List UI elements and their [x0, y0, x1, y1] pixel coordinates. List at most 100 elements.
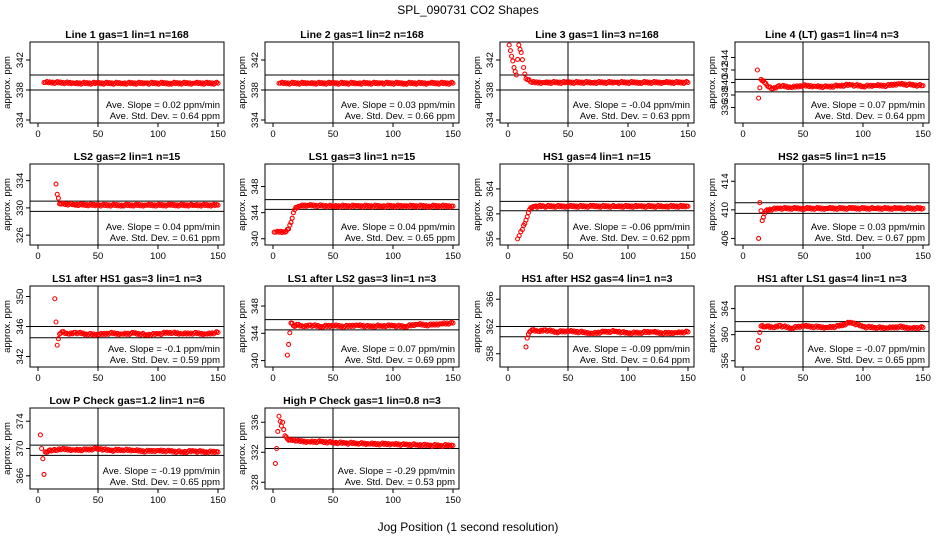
data-point	[756, 337, 762, 344]
y-axis-label: approx. ppm	[237, 178, 248, 231]
slope-annotation: Ave. Slope = -0.29 ppm/min	[338, 466, 455, 477]
data-point	[754, 345, 760, 351]
x-tick-label: 50	[93, 129, 104, 140]
y-tick-label: 338	[15, 82, 26, 98]
x-tick-label: 0	[35, 251, 40, 262]
y-tick-label: 340	[720, 75, 731, 91]
x-tick-label: 0	[270, 495, 275, 506]
y-axis-label: approx. ppm	[2, 422, 13, 475]
data-point	[516, 233, 522, 239]
panel-title: LS1 gas=3 lin=1 n=15	[309, 151, 416, 163]
slope-annotation: Ave. Slope = 0.04 ppm/min	[341, 222, 455, 233]
data-point	[280, 419, 286, 425]
plot-frame	[264, 285, 460, 368]
slope-annotation: Ave. Slope = -0.19 ppm/min	[103, 466, 220, 477]
data-point	[274, 445, 280, 452]
slope-annotation: Ave. Slope = 0.07 ppm/min	[341, 344, 455, 355]
x-tick-label: 100	[855, 251, 871, 262]
y-tick-label: 330	[15, 200, 26, 216]
slope-annotation: Ave. Slope = 0.03 ppm/min	[341, 100, 455, 111]
data-point	[215, 449, 221, 455]
y-tick-label: 336	[250, 414, 261, 430]
x-tick-label: 50	[563, 373, 574, 384]
panel-title: Line 4 (LT) gas=1 lin=4 n=3	[765, 29, 899, 41]
data-point	[288, 219, 294, 225]
chart-panel: LS1 after LS2 gas=3 lin=1 n=3 0 50 100 150 34…	[237, 273, 461, 384]
x-tick-label: 100	[620, 251, 636, 262]
data-point	[756, 95, 762, 101]
data-point	[515, 56, 521, 62]
data-point	[754, 67, 760, 73]
data-point	[39, 445, 45, 452]
data-point	[53, 181, 59, 187]
stddev-annotation: Ave. Std. Dev. = 0.65 ppm	[110, 477, 220, 488]
x-tick-label: 100	[150, 129, 166, 140]
x-tick-label: 100	[385, 251, 401, 262]
data-point	[52, 296, 58, 302]
panel-title: Low P Check gas=1.2 lin=1 n=6	[49, 395, 204, 407]
x-tick-label: 0	[270, 373, 275, 384]
x-tick-label: 0	[270, 129, 275, 140]
data-point	[763, 208, 769, 214]
slope-annotation: Ave. Slope = -0.07 ppm/min	[808, 344, 925, 355]
y-axis-label: approx. ppm	[472, 300, 483, 353]
x-tick-label: 150	[680, 373, 696, 384]
y-tick-label: 360	[720, 327, 731, 343]
y-tick-label: 334	[15, 112, 26, 128]
y-tick-label: 360	[485, 206, 496, 222]
chart-panel: Low P Check gas=1.2 lin=1 n=6 0 50 100 150 36…	[2, 395, 226, 506]
x-tick-label: 50	[563, 129, 574, 140]
y-tick-label: 342	[15, 349, 26, 365]
data-point	[685, 79, 691, 86]
panel-title: HS1 after HS2 gas=4 lin=1 n=3	[522, 273, 673, 285]
x-tick-label: 150	[210, 129, 226, 140]
y-tick-label: 334	[485, 112, 496, 128]
x-tick-label: 50	[328, 373, 339, 384]
y-tick-label: 338	[720, 87, 731, 103]
data-point	[523, 344, 529, 350]
panel-title: HS1 after LS1 gas=4 lin=1 n=3	[757, 273, 907, 285]
data-point	[920, 83, 926, 89]
data-point	[54, 342, 60, 348]
stddev-annotation: Ave. Std. Dev. = 0.61 ppm	[110, 233, 220, 244]
x-tick-label: 150	[680, 251, 696, 262]
x-tick-label: 0	[740, 373, 745, 384]
y-tick-label: 340	[250, 353, 261, 369]
data-point	[516, 42, 522, 48]
y-axis-label: approx. ppm	[237, 300, 248, 353]
y-tick-label: 358	[485, 346, 496, 362]
stddev-annotation: Ave. Std. Dev. = 0.59 ppm	[110, 355, 220, 366]
data-point	[281, 427, 287, 433]
slope-annotation: Ave. Slope = 0.07 ppm/min	[811, 100, 925, 111]
y-axis-label: approx. ppm	[2, 56, 13, 109]
data-point	[506, 42, 512, 48]
y-axis-label: approx. ppm	[2, 178, 13, 231]
plot-frame	[734, 285, 930, 368]
chart-panel: HS1 after LS1 gas=4 lin=1 n=3 0 50 100 150 35…	[707, 273, 931, 384]
stddev-annotation: Ave. Std. Dev. = 0.53 ppm	[345, 477, 455, 488]
plot-frame	[264, 41, 460, 124]
x-tick-label: 50	[563, 251, 574, 262]
y-tick-label: 328	[250, 474, 261, 490]
x-tick-label: 0	[740, 129, 745, 140]
y-tick-label: 334	[15, 173, 26, 189]
panel-title: Line 2 gas=1 lin=2 n=168	[300, 29, 424, 41]
y-axis-label: approx. ppm	[707, 300, 718, 353]
y-tick-label: 356	[720, 353, 731, 369]
chart-panel: Line 4 (LT) gas=1 lin=4 n=30 50 100 1503363…	[707, 29, 931, 140]
x-tick-label: 0	[35, 495, 40, 506]
data-point	[509, 53, 515, 59]
y-tick-label: 342	[485, 52, 496, 68]
x-tick-label: 0	[35, 373, 40, 384]
data-point	[55, 336, 61, 342]
x-tick-label: 150	[915, 251, 931, 262]
slope-annotation: Ave. Slope = -0.1 ppm/min	[108, 344, 220, 355]
plot-frame	[264, 163, 460, 246]
slope-annotation: Ave. Slope = -0.06 ppm/min	[573, 222, 690, 233]
chart-panel: LS1 gas=3 lin=1 n=15 0 50 100 150 340 344 348ap…	[237, 151, 461, 262]
x-tick-label: 0	[270, 251, 275, 262]
y-tick-label: 356	[485, 231, 496, 247]
x-tick-label: 0	[35, 129, 40, 140]
stddev-annotation: Ave. Std. Dev. = 0.66 ppm	[345, 111, 455, 122]
x-tick-label: 50	[328, 495, 339, 506]
